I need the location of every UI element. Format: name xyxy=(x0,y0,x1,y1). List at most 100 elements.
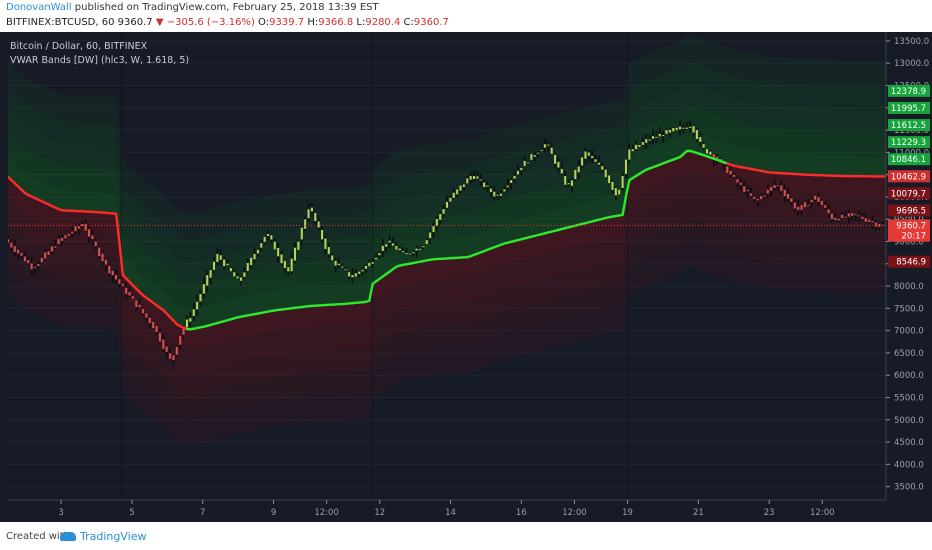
candle-body xyxy=(672,127,675,132)
time-tick-label: 5 xyxy=(129,508,134,518)
candle-body xyxy=(435,218,438,226)
candle-body xyxy=(192,309,195,316)
candle-body xyxy=(243,272,246,277)
price-axis-badge xyxy=(888,187,930,200)
candle-body xyxy=(246,263,249,272)
price-tick-label: 5500.0 xyxy=(894,393,924,403)
candle-body xyxy=(776,185,779,187)
time-axis[interactable]: 3 5 7 9 12:00 12 14 16 12:00 19 21 23 12:00 xyxy=(8,499,886,518)
time-tick-label: 23 xyxy=(764,508,775,518)
candle-body xyxy=(341,266,344,268)
candle-body xyxy=(807,204,810,206)
chart-area[interactable]: 3500.0 4000.0 4500.0 5000.0 5500.0 6000.0 6500… xyxy=(0,32,932,522)
candle-body xyxy=(665,130,668,134)
candle-body xyxy=(145,313,148,318)
price-axis[interactable]: 3500.0 4000.0 4500.0 5000.0 5500.0 6000.0 6500… xyxy=(885,32,932,522)
candle-body xyxy=(763,195,766,197)
candle-body xyxy=(452,192,455,198)
candle-body xyxy=(402,251,405,253)
candle-body xyxy=(749,193,752,196)
candle-body xyxy=(503,189,506,192)
candle-body xyxy=(327,246,330,255)
author-link[interactable]: DonovanWall xyxy=(6,2,72,13)
candle-body xyxy=(155,326,158,333)
candle-body xyxy=(115,275,118,280)
candle-body xyxy=(418,248,421,250)
candle-body xyxy=(844,216,847,218)
candle-body xyxy=(574,169,577,180)
created-with-text: Created with xyxy=(6,531,70,542)
candle-body xyxy=(98,247,101,257)
candle-body xyxy=(354,273,357,277)
candle-body xyxy=(469,176,472,180)
candle-body xyxy=(223,259,226,267)
down-arrow-icon: ▼ xyxy=(155,17,164,28)
candle-body xyxy=(94,241,97,247)
candle-body xyxy=(256,249,259,254)
candle-body xyxy=(581,157,584,166)
candle-body xyxy=(682,127,685,129)
price-tick-label: 13000.0 xyxy=(894,59,929,69)
candle-body xyxy=(706,149,709,154)
candle-body xyxy=(23,256,26,262)
indicator-title[interactable]: VWAR Bands [DW] (hlc3, W, 1.618, 5) xyxy=(10,55,190,66)
price-tick-label: 7000.0 xyxy=(894,327,924,337)
time-tick-label: 12:00 xyxy=(314,508,339,518)
candle-body xyxy=(273,241,276,250)
price-axis-badge xyxy=(888,84,930,97)
price-change: −305.6 (−3.16%) xyxy=(166,17,255,28)
candle-body xyxy=(233,272,236,277)
symbol-label: BITFINEX:BTCUSD, 60 xyxy=(6,17,115,28)
price-tick-label: 4500.0 xyxy=(894,438,924,448)
candle-body xyxy=(695,129,698,140)
candle-body xyxy=(344,269,347,271)
price-axis-badge-label: 10846.1 xyxy=(891,155,926,165)
candle-body xyxy=(54,246,57,248)
candle-body xyxy=(878,224,881,227)
candle-body xyxy=(61,237,64,241)
candle-body xyxy=(557,161,560,168)
tradingview-brand: TradingView xyxy=(80,530,147,543)
low-label: L: xyxy=(356,17,366,28)
candle-body xyxy=(260,243,263,248)
candle-body xyxy=(314,212,317,222)
candle-body xyxy=(229,268,232,272)
candle-body xyxy=(398,248,401,251)
tradingview-cloud-icon xyxy=(60,532,76,541)
candle-body xyxy=(489,188,492,193)
candle-body xyxy=(608,175,611,184)
candle-body xyxy=(13,246,16,252)
candle-body xyxy=(30,263,33,270)
candle-body xyxy=(138,304,141,308)
vwap-segment xyxy=(118,241,125,277)
candle-body xyxy=(793,202,796,209)
candle-body xyxy=(709,151,712,155)
candle-body xyxy=(321,229,324,240)
candle-body xyxy=(34,266,37,269)
candle-body xyxy=(631,149,634,152)
candle-body xyxy=(307,209,310,219)
price-axis-badge xyxy=(888,204,930,217)
candle-body xyxy=(77,226,80,229)
candle-body xyxy=(733,174,736,177)
candle-body xyxy=(250,257,253,266)
candle-body xyxy=(827,209,830,214)
candle-body xyxy=(493,191,496,197)
candle-body xyxy=(513,175,516,179)
price-axis-badge xyxy=(888,153,930,166)
candle-body xyxy=(104,259,107,265)
candle-body xyxy=(810,199,813,203)
candle-body xyxy=(368,262,371,267)
price-chart[interactable]: 3500.0 4000.0 4500.0 5000.0 5500.0 6000.0 6500… xyxy=(0,32,932,522)
candle-body xyxy=(496,194,499,196)
tradingview-logo[interactable]: TradingView xyxy=(60,530,146,543)
candle-body xyxy=(486,185,489,187)
candle-body xyxy=(716,156,719,161)
candle-body xyxy=(128,292,131,296)
candle-body xyxy=(746,189,749,192)
publication-header: DonovanWall published on TradingView.com… xyxy=(0,0,932,32)
high-label: H: xyxy=(307,17,319,28)
plot-background xyxy=(8,32,886,500)
candle-body xyxy=(432,226,435,233)
candle-body xyxy=(331,255,334,261)
